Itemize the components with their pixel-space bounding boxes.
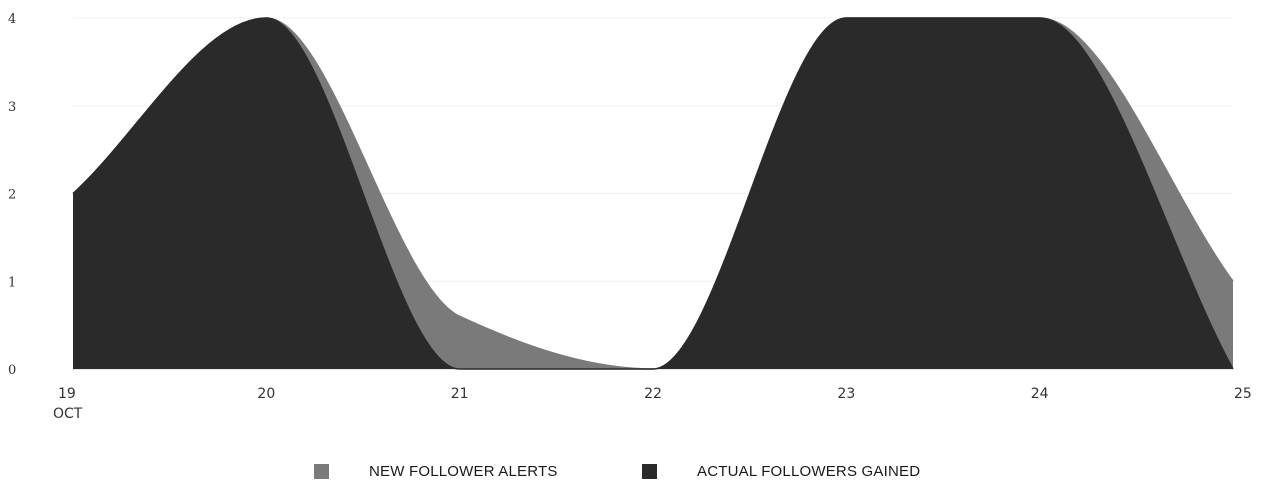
y-tick-label-2: 2 xyxy=(8,188,16,203)
legend-swatch-actual-followers-gained xyxy=(642,463,657,479)
line-actual-followers-gained xyxy=(72,17,1234,370)
legend: NEW FOLLOWER ALERTS ACTUAL FOLLOWERS GAI… xyxy=(0,456,1263,484)
y-tick-label-1: 1 xyxy=(8,275,16,290)
legend-swatch-new-follower-alerts xyxy=(314,463,329,479)
x-tick-sublabel-oct: OCT xyxy=(53,406,83,422)
y-tick-label-4: 4 xyxy=(8,12,16,27)
x-tick-label-23: 23 xyxy=(837,386,855,402)
legend-item-actual-followers-gained[interactable]: ACTUAL FOLLOWERS GAINED xyxy=(642,456,920,484)
legend-label-actual-followers-gained: ACTUAL FOLLOWERS GAINED xyxy=(697,462,921,480)
y-tick-label-3: 3 xyxy=(8,100,16,115)
x-tick-label-22: 22 xyxy=(644,386,662,402)
x-tick-label-24: 24 xyxy=(1031,386,1049,402)
x-tick-label-20: 20 xyxy=(257,386,275,402)
legend-item-new-follower-alerts[interactable]: NEW FOLLOWER ALERTS xyxy=(314,456,558,484)
legend-label-new-follower-alerts: NEW FOLLOWER ALERTS xyxy=(369,462,558,480)
x-tick-label-21: 21 xyxy=(451,386,469,402)
y-tick-label-0: 0 xyxy=(8,363,16,378)
x-tick-label-25: 25 xyxy=(1234,386,1252,402)
x-tick-label-19: 19 xyxy=(58,386,76,402)
area-actual-followers-gained xyxy=(73,18,1233,369)
